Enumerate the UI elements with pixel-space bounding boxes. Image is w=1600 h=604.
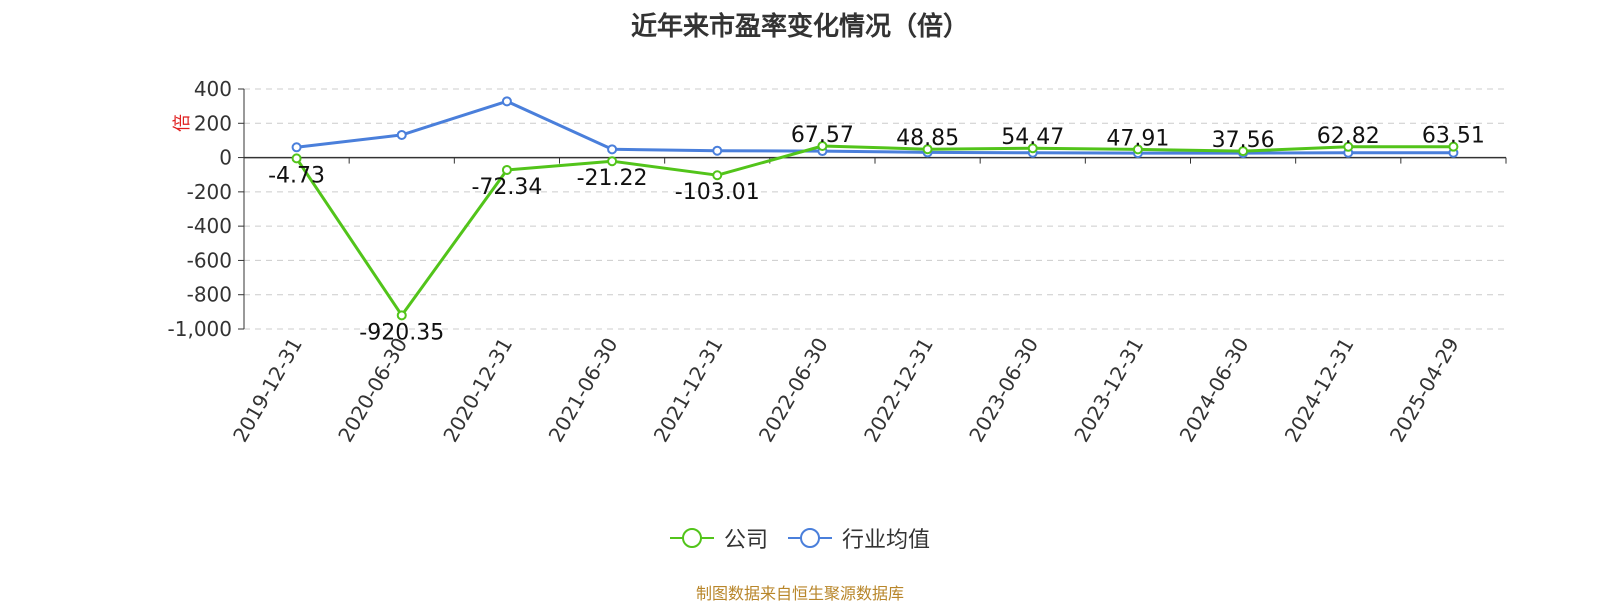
data-label: 54.47 xyxy=(1001,125,1064,150)
series-points xyxy=(291,96,1459,321)
data-label: 62.82 xyxy=(1317,124,1380,149)
series-line-company xyxy=(295,144,1454,317)
x-tick-label: 2023-06-30 xyxy=(964,334,1043,447)
x-tick-label: 2021-12-31 xyxy=(649,334,728,447)
legend-label-company: 公司 xyxy=(723,528,768,553)
x-tick-label: 2023-12-31 xyxy=(1069,334,1148,447)
data-point-industry-average[interactable] xyxy=(501,96,512,107)
y-tick-label: 200 xyxy=(194,111,232,135)
data-point-company[interactable] xyxy=(1027,143,1038,154)
data-point-company[interactable] xyxy=(1238,146,1249,157)
data-label: -21.22 xyxy=(577,166,648,191)
y-tick-label: -1,000 xyxy=(168,317,232,341)
y-tick-label: -200 xyxy=(187,180,232,204)
data-point-company[interactable] xyxy=(291,153,302,164)
x-tick-label: 2022-06-30 xyxy=(754,334,833,447)
y-axis-title: 倍 xyxy=(172,114,193,132)
y-tick-label: -400 xyxy=(187,214,232,238)
legend-item-company[interactable]: 公司 xyxy=(669,522,768,554)
y-tick-label: -600 xyxy=(187,248,232,272)
chart-title: 近年来市盈率变化情况（倍） xyxy=(630,12,969,42)
y-tick-label: -800 xyxy=(187,283,232,307)
y-tick-label: 0 xyxy=(219,146,232,170)
x-tick-label: 2021-06-30 xyxy=(544,334,623,447)
data-labels: -4.73 -920.35 -72.34 -21.22 -103.01 67.57 48.8… xyxy=(268,123,1485,345)
data-point-company[interactable] xyxy=(1343,141,1354,152)
x-tick-label: 2022-12-31 xyxy=(859,333,938,446)
data-point-industry-average[interactable] xyxy=(607,144,618,155)
x-tick-label: 2020-06-30 xyxy=(333,334,412,447)
data-label: 48.85 xyxy=(896,126,959,151)
data-source-note: 制图数据来自恒生聚源数据库 xyxy=(695,584,904,603)
x-tick-label: 2025-04-29 xyxy=(1385,334,1464,447)
series-line-industry-average xyxy=(296,99,1454,155)
data-label: 37.56 xyxy=(1212,128,1275,153)
data-label: -4.73 xyxy=(268,163,325,188)
y-tick-label: 400 xyxy=(194,77,232,101)
data-point-company[interactable] xyxy=(817,140,828,151)
data-point-company[interactable] xyxy=(396,310,407,321)
legend-label-industry-average: 行业均值 xyxy=(842,528,931,553)
legend-swatch-industry-icon xyxy=(788,528,832,548)
data-label: 63.51 xyxy=(1422,124,1485,149)
x-tick-label: 2024-06-30 xyxy=(1175,334,1254,447)
data-point-company[interactable] xyxy=(1448,141,1459,152)
x-tick-label: 2020-12-31 xyxy=(438,334,517,447)
data-point-company[interactable] xyxy=(922,144,933,155)
data-point-company[interactable] xyxy=(712,170,723,181)
legend-item-industry-average[interactable]: 行业均值 xyxy=(788,522,930,554)
data-point-industry-average[interactable] xyxy=(291,142,302,153)
data-label: -920.35 xyxy=(359,320,444,345)
data-point-company[interactable] xyxy=(501,164,512,175)
legend: 公司 行业均值 xyxy=(0,522,1600,554)
legend-swatch-company-icon xyxy=(669,528,714,548)
data-label: 47.91 xyxy=(1106,126,1169,151)
data-label: -103.01 xyxy=(675,180,760,205)
data-label: -72.34 xyxy=(471,175,542,200)
data-label: 67.57 xyxy=(791,123,854,148)
x-tick-label: 2024-12-31 xyxy=(1280,334,1359,447)
data-point-industry-average[interactable] xyxy=(396,129,407,140)
data-point-industry-average[interactable] xyxy=(712,145,723,156)
x-tick-label: 2019-12-31 xyxy=(228,334,307,447)
grid-lines xyxy=(244,88,1506,330)
series-lines xyxy=(295,99,1454,317)
data-point-company[interactable] xyxy=(607,156,618,167)
data-point-company[interactable] xyxy=(1132,144,1143,155)
